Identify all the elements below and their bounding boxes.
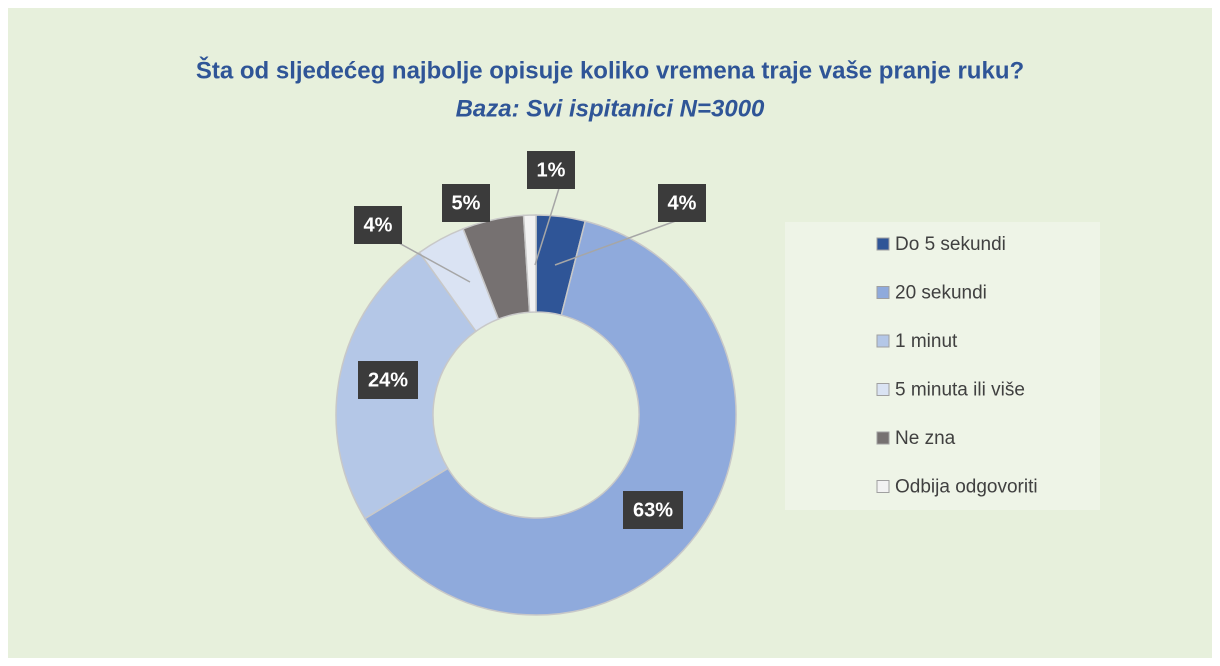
- legend-swatch: [876, 286, 890, 299]
- legend-swatch: [876, 431, 890, 445]
- donut-segment: [522, 214, 537, 313]
- legend-swatch: [876, 480, 890, 493]
- leader-line: [554, 214, 693, 266]
- data-label-box: [354, 206, 402, 244]
- legend-swatch: [876, 334, 890, 348]
- chart-subtitle: Baza: Svi ispitanici N=3000: [456, 95, 765, 122]
- legend-label: 5 minuta ili više: [895, 380, 1025, 401]
- data-label: 24%: [368, 369, 408, 391]
- legend-box: [785, 222, 1100, 510]
- data-label: 1%: [537, 159, 566, 181]
- data-label: 4%: [668, 192, 697, 214]
- chart-title: Šta od sljedećeg najbolje opisuje koliko…: [196, 56, 1024, 84]
- legend-label: 1 minut: [895, 331, 958, 352]
- legend-swatch: [876, 383, 890, 396]
- legend-label: 20 sekundi: [895, 283, 987, 304]
- data-label: 5%: [452, 192, 481, 214]
- data-label-box: [527, 151, 575, 189]
- legend-label: Odbija odgovoriti: [895, 477, 1038, 498]
- data-label-box: [658, 184, 706, 222]
- leader-line: [534, 181, 562, 266]
- data-label-box: [442, 184, 490, 222]
- leader-line: [387, 236, 471, 283]
- legend-label: Do 5 sekundi: [895, 234, 1006, 255]
- data-label-box: [358, 361, 418, 399]
- data-label: 63%: [633, 499, 673, 521]
- data-label: 4%: [364, 214, 393, 236]
- legend-label: Ne zna: [895, 428, 956, 449]
- data-label-box: [623, 491, 683, 529]
- legend-swatch: [876, 237, 890, 251]
